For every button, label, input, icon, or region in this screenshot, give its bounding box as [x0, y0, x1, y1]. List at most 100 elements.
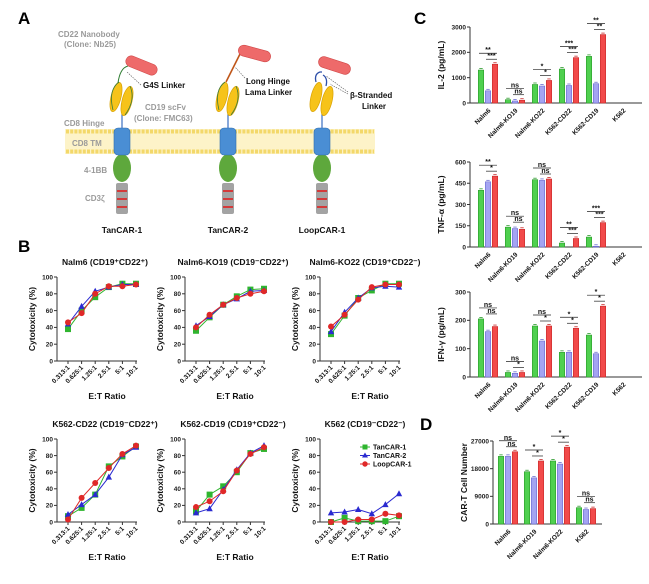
data-point-circle: [233, 467, 240, 474]
bar-tancar-1: [531, 179, 538, 248]
significance-label: ***: [487, 53, 495, 60]
y-axis-label: TNF-α (pg/mL): [436, 175, 446, 233]
data-point-circle: [206, 498, 213, 505]
y-tick-label: 150: [455, 223, 466, 230]
data-point-circle: [92, 479, 99, 486]
construct-tancar-2: [215, 44, 271, 214]
data-point-circle: [220, 301, 227, 308]
label-lama-linker: Lama Linker: [245, 88, 292, 97]
y-tick-label: 20: [174, 342, 182, 349]
x-tick-label: 5:1: [114, 525, 126, 537]
scfv-linker: [217, 81, 239, 116]
legend-marker-square: [362, 444, 368, 450]
y-tick-label: 100: [170, 274, 181, 281]
y-tick-label: 0: [312, 519, 316, 526]
y-tick-label: 0: [485, 521, 489, 528]
4-1bb-domain: [113, 154, 131, 182]
y-tick-label: 80: [174, 453, 182, 460]
bar-tancar-2: [582, 509, 589, 525]
x-tick-label: K562-CD19: [571, 107, 600, 136]
y-axis-label: Cytotoxicity (%): [27, 448, 37, 512]
x-tick-label: K562-CD19: [571, 251, 600, 280]
panel-label-d: D: [420, 415, 432, 434]
cd22-nanobody: [238, 44, 271, 63]
bar-tancar-2: [592, 353, 599, 378]
y-tick-label: 300: [455, 289, 466, 296]
legend-label: LoopCAR-1: [373, 462, 412, 469]
label-beta-linker: Linker: [362, 102, 386, 111]
x-tick-label: 2.5:1: [97, 364, 113, 380]
x-tick-label: K562-CD19: [571, 381, 600, 410]
bar-tancar-2: [511, 100, 518, 104]
x-tick-label: Nalm6: [474, 381, 493, 400]
chart-title: K562-CD22 (CD19⁻CD22⁺): [52, 419, 158, 429]
x-axis-label: E:T Ratio: [216, 552, 253, 562]
significance-label: ***: [568, 228, 576, 235]
x-tick-label: 1.25:1: [209, 525, 227, 543]
significance-label: *: [544, 69, 547, 76]
x-tick-label: 2.5:1: [360, 364, 376, 380]
data-point-square: [328, 331, 334, 338]
y-tick-label: 0: [462, 100, 466, 107]
significance-label: ns: [511, 83, 519, 90]
series-line-tancar-1: [195, 288, 265, 332]
y-tick-label: 18000: [471, 466, 489, 473]
y-tick-label: 40: [174, 486, 182, 493]
bar-tancar-2: [530, 477, 537, 525]
bar-tancar-1: [575, 507, 582, 525]
data-point-circle: [382, 510, 389, 517]
x-tick-label: 1.25:1: [81, 525, 99, 543]
y-tick-label: 40: [46, 486, 54, 493]
data-point-circle: [396, 512, 402, 519]
data-point-circle: [341, 519, 348, 525]
data-point-circle: [206, 311, 213, 318]
bar-tancar-2: [504, 456, 511, 525]
y-tick-label: 80: [46, 453, 54, 460]
data-point-triangle: [327, 509, 335, 516]
data-point-circle: [105, 283, 112, 290]
y-tick-label: 1000: [452, 75, 467, 82]
bar-tancar-2: [484, 90, 491, 104]
bar-loopcar-1: [545, 325, 552, 378]
y-tick-label: 100: [42, 436, 53, 443]
data-point-circle: [220, 488, 227, 495]
x-tick-label: 5:1: [242, 525, 254, 537]
significance-label: *: [559, 430, 562, 437]
bar-tancar-1: [531, 325, 538, 378]
significance-label: ns: [507, 441, 515, 448]
x-tick-label: 5:1: [242, 364, 254, 376]
y-tick-label: 80: [309, 453, 317, 460]
bar-loopcar-1: [599, 305, 606, 378]
car-construct-diagram: CD22 Nanobody (Clone: Nb25) G4S Linker L…: [58, 30, 392, 235]
x-tick-label: K562: [574, 528, 590, 544]
data-point-circle: [368, 284, 375, 291]
label-4-1bb: 4-1BB: [84, 166, 107, 175]
series-line-loopcar-1: [67, 445, 137, 520]
significance-label: *: [544, 315, 547, 322]
y-tick-label: 20: [309, 342, 317, 349]
data-point-circle: [247, 290, 254, 297]
significance-label: ns: [582, 491, 590, 498]
bar-tancar-1: [585, 236, 592, 248]
legend-marker-triangle: [362, 452, 368, 458]
label-cd8-hinge: CD8 Hinge: [64, 119, 105, 128]
x-tick-label: K562-CD22: [544, 381, 573, 410]
label-cd8-tm: CD8 TM: [72, 139, 102, 148]
significance-label: *: [562, 436, 565, 443]
x-tick-label: 2.5:1: [225, 364, 241, 380]
series-line-loopcar-1: [67, 284, 137, 323]
y-tick-label: 0: [462, 244, 466, 251]
bar-tancar-2: [556, 463, 563, 525]
bar-loopcar-1: [491, 63, 498, 104]
bar-tancar-1: [477, 318, 484, 378]
data-point-square: [206, 491, 213, 498]
x-axis-label: E:T Ratio: [216, 391, 253, 401]
bar-tancar-2: [538, 180, 545, 248]
chart-title: K562-CD19 (CD19⁺CD22⁻): [180, 419, 286, 429]
cd8-tm-domain: [313, 127, 331, 156]
significance-label: **: [566, 222, 572, 229]
scfv-vh-domain: [109, 82, 123, 112]
data-point-circle: [233, 295, 240, 301]
